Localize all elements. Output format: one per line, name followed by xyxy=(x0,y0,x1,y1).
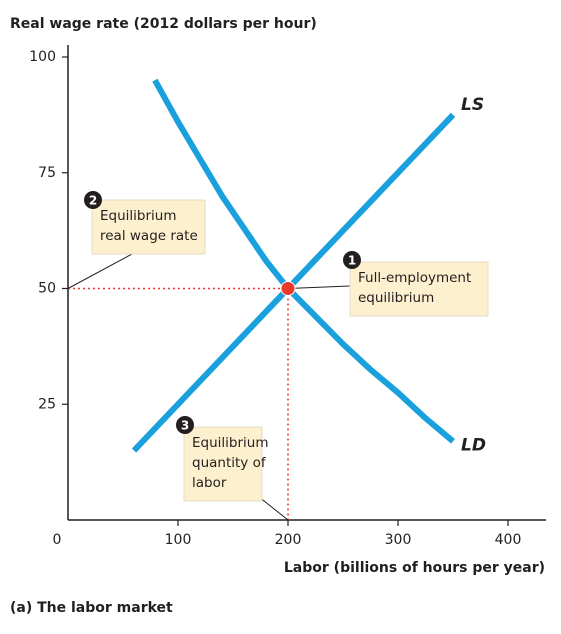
caption: (a) The labor market xyxy=(10,600,173,616)
x-tick-label: 100 xyxy=(165,532,192,548)
x-tick-label: 300 xyxy=(385,532,412,548)
equilibrium-point xyxy=(280,281,296,296)
y-tick-label: 75 xyxy=(38,165,56,181)
callout-number: 3 xyxy=(181,419,189,433)
callout-number-badge xyxy=(84,191,102,209)
callout-number-badge xyxy=(343,251,361,269)
chart-title: Real wage rate (2012 dollars per hour) xyxy=(10,16,317,32)
curve xyxy=(152,78,455,444)
y-tick-label: 100 xyxy=(29,49,56,65)
callout-text: equilibrium xyxy=(358,290,434,306)
x-tick-label: 400 xyxy=(495,532,522,548)
callout-number: 1 xyxy=(348,254,356,268)
callout-text: quantity of xyxy=(192,455,267,471)
callout-box xyxy=(349,261,489,317)
y-tick-label: 50 xyxy=(38,281,56,297)
x-axis-label: Labor (billions of hours per year) xyxy=(284,560,545,576)
x-tick-label: 200 xyxy=(275,532,302,548)
callout-text: real wage rate xyxy=(100,228,198,244)
callout-text: Equilibrium xyxy=(192,435,269,451)
callout-line xyxy=(287,285,351,289)
callout-text: Equilibrium xyxy=(100,208,177,224)
callout-line xyxy=(67,253,133,289)
curve-label: LS xyxy=(461,95,484,115)
callout-text: Full-employment xyxy=(358,270,471,286)
curve-label: LD xyxy=(461,435,486,455)
callout-text: labor xyxy=(192,475,227,491)
y-tick-label: 25 xyxy=(38,396,56,412)
callout-box xyxy=(183,426,263,502)
callout-number-badge xyxy=(176,416,194,434)
callout-box xyxy=(91,199,206,255)
x-tick-label: 0 xyxy=(53,532,62,548)
callout-number: 2 xyxy=(89,194,97,208)
